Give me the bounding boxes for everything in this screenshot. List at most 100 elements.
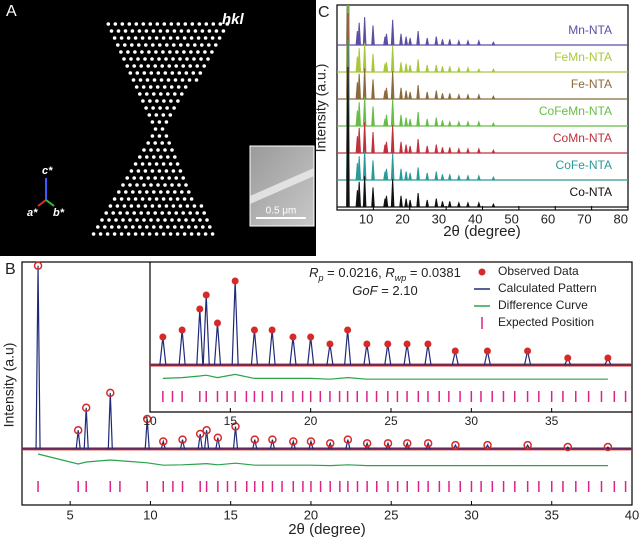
diffraction-dot (149, 71, 154, 75)
calculated-peak (484, 443, 491, 450)
diffraction-dot (145, 92, 149, 96)
diffraction-dot (103, 225, 107, 229)
diffraction-dot (125, 176, 129, 180)
diffraction-dot (164, 57, 168, 61)
diffraction-dot (160, 64, 164, 68)
peak (440, 174, 445, 181)
diffraction-dot (124, 225, 128, 229)
diffraction-dot (160, 176, 164, 180)
diffraction-dot (152, 78, 157, 82)
peak (434, 64, 439, 73)
observed-point (213, 433, 223, 442)
diffraction-dot (136, 204, 141, 208)
diffraction-dot (155, 22, 160, 26)
calculated-peak (452, 443, 458, 450)
diffraction-dot (135, 183, 139, 187)
diffraction-dot (210, 36, 215, 40)
diffraction-dot (112, 232, 117, 236)
diffraction-dot (143, 204, 148, 208)
calculated-peak (232, 426, 239, 449)
inset-observed-point (307, 333, 315, 341)
diffraction-dot (147, 232, 152, 236)
peak (447, 201, 452, 208)
peak (399, 62, 403, 73)
diffraction-dot (119, 232, 124, 236)
diffraction-dot (142, 218, 146, 222)
diffraction-dot (170, 218, 174, 222)
diffraction-dot (169, 99, 173, 103)
diffraction-dot (98, 232, 103, 236)
peak (466, 66, 470, 73)
diffraction-dot (145, 155, 149, 159)
peak (390, 45, 395, 73)
diffraction-dot (180, 78, 185, 82)
diffraction-dot (182, 36, 187, 40)
diffraction-dot (146, 64, 150, 68)
observed-point (81, 403, 91, 413)
observed-point (451, 440, 460, 450)
diffraction-dot (123, 29, 128, 33)
diffraction-dot (150, 134, 155, 138)
diffraction-dot (148, 22, 153, 26)
diffraction-dot (156, 218, 160, 222)
peak (357, 48, 361, 73)
inset-observed-point (483, 347, 491, 355)
peak (425, 64, 430, 73)
peak (491, 122, 496, 127)
peak (491, 68, 496, 73)
diffraction-dot (173, 190, 177, 194)
diffraction-dot (120, 22, 125, 26)
observed-point (159, 437, 168, 446)
inset-x-tick-label: 30 (465, 414, 479, 428)
diffraction-dot (105, 232, 110, 236)
calculated-peak (308, 439, 314, 450)
diffraction-dot (137, 29, 142, 33)
inset-observed-point (424, 340, 432, 348)
diffraction-dot (130, 43, 134, 47)
calculated-peak (252, 439, 258, 450)
peak (404, 90, 408, 100)
diffraction-dot (187, 225, 191, 229)
diffraction-dot (157, 204, 162, 208)
diffraction-dot (159, 225, 163, 229)
peak (447, 93, 452, 100)
peak (477, 174, 481, 181)
diffraction-dot (140, 197, 145, 201)
diffraction-dot (211, 22, 216, 26)
diffraction-dot (140, 36, 145, 40)
diffraction-dot (175, 162, 180, 166)
diffraction-dot (138, 78, 143, 82)
diffraction-dot (131, 225, 135, 229)
calculated-peak (605, 446, 611, 450)
peak (416, 167, 420, 181)
diffraction-dot (200, 29, 205, 33)
calculated-peak (179, 439, 186, 450)
diffraction-dot (145, 225, 149, 229)
diffraction-dot (184, 71, 189, 75)
diffraction-dot (170, 71, 175, 75)
diffraction-dot (177, 218, 181, 222)
calculated-peak (75, 430, 81, 449)
diffraction-dot (166, 190, 170, 194)
peak (390, 124, 395, 154)
panel-label: A (6, 3, 17, 20)
diffraction-dot (180, 225, 184, 229)
observed-point (202, 425, 211, 435)
diffraction-dot (150, 57, 154, 61)
diffraction-dot (154, 232, 159, 236)
inset-calculated-peak (344, 329, 352, 366)
diffraction-dot (189, 36, 194, 40)
diffraction-dot (176, 22, 181, 26)
peak (416, 59, 420, 73)
diffraction-dot (146, 211, 150, 215)
peak (425, 145, 430, 154)
x-tick-label: 60 (541, 211, 555, 226)
observed-point (33, 261, 43, 270)
diffraction-dot (203, 50, 207, 54)
diffraction-dot (157, 120, 162, 124)
x-tick-label: 30 (464, 507, 478, 522)
diffraction-dot (159, 190, 163, 194)
peak (434, 117, 439, 127)
diffraction-dot (117, 190, 121, 194)
